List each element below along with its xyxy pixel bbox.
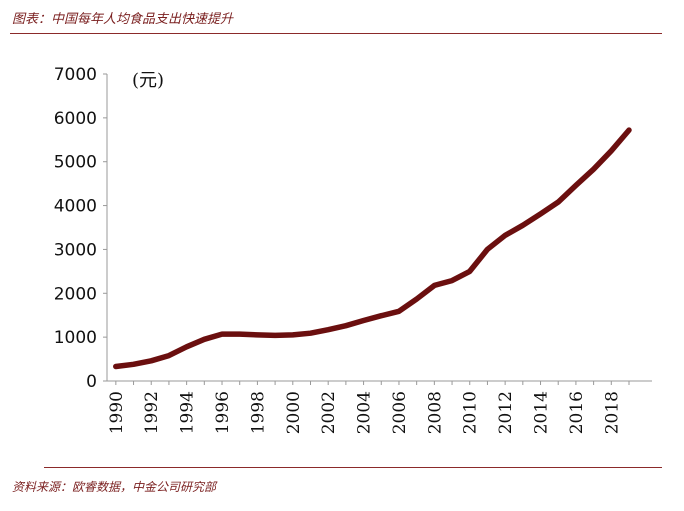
source-note: 资料来源：欧睿数据，中金公司研究部 [12, 480, 217, 494]
x-tick-label: 2008 [425, 391, 445, 434]
x-tick-label: 2004 [355, 391, 375, 434]
y-tick-label: 5000 [54, 153, 97, 173]
x-tick-label: 2016 [567, 391, 587, 434]
bottom-divider [44, 467, 662, 468]
y-tick-label: 4000 [54, 197, 97, 217]
x-tick-label: 2012 [496, 391, 516, 434]
y-tick-label: 6000 [54, 109, 97, 129]
x-tick-label: 2006 [390, 391, 410, 434]
x-tick-label: 2002 [319, 391, 339, 434]
x-tick-label: 2018 [602, 391, 622, 434]
y-tick-label: 0 [86, 372, 97, 392]
x-tick-labels: 1990 1992 1994 1996 1998 2000 2002 2004 2006 2008… [107, 381, 630, 434]
x-tick-label: 1998 [248, 391, 268, 434]
x-tick-label: 2014 [532, 391, 552, 434]
top-divider [10, 33, 662, 34]
x-tick-label: 1996 [213, 391, 233, 434]
y-tick-label: 1000 [54, 328, 97, 348]
series-line [113, 127, 632, 370]
series-lines [113, 127, 632, 370]
x-tick-label: 1994 [178, 391, 198, 434]
x-tick-label: 2010 [461, 391, 481, 434]
y-tick-label: 3000 [54, 240, 97, 260]
y-tick-label: 7000 [54, 65, 97, 85]
unit-label: (元) [132, 70, 164, 91]
x-tick-label: 1990 [107, 391, 127, 434]
y-tick-labels: 0 1000 2000 3000 4000 5000 6000 7000 [54, 65, 107, 392]
x-tick-label: 1992 [142, 391, 162, 434]
x-tick-label: 2000 [284, 391, 304, 434]
y-tick-label: 2000 [54, 284, 97, 304]
chart-axes [106, 74, 652, 382]
figure-title: 图表：中国每年人均食品支出快速提升 [12, 12, 234, 27]
